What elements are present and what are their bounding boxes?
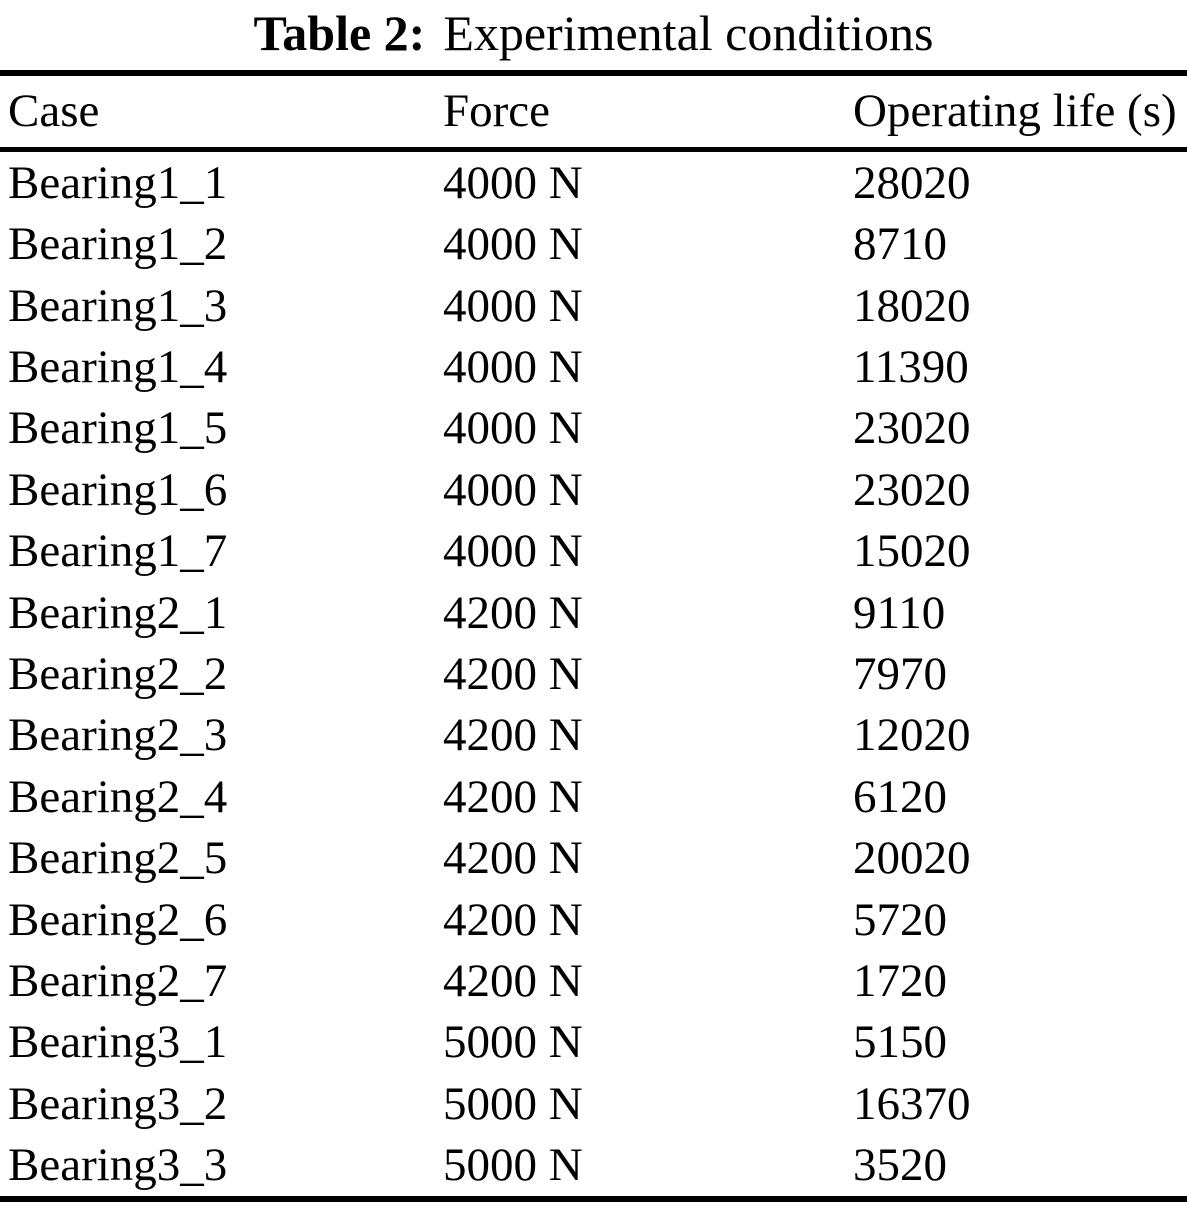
cell-life: 28020 — [853, 156, 971, 209]
table-row: Bearing1_1 4000 N 28020 — [0, 152, 1187, 213]
cell-life: 12020 — [853, 709, 971, 762]
cell-force: 4200 N — [443, 647, 583, 700]
cell-force: 4200 N — [443, 586, 583, 639]
table-caption-label: Table 2: — [253, 5, 426, 61]
table-row: Bearing1_7 4000 N 15020 — [0, 520, 1187, 581]
cell-life: 15020 — [853, 525, 971, 578]
table-caption-text: Experimental conditions — [443, 5, 934, 61]
cell-case: Bearing2_1 — [8, 586, 228, 639]
cell-force: 4200 N — [443, 770, 583, 823]
cell-case: Bearing2_5 — [8, 832, 228, 885]
table-caption: Table 2: Experimental conditions — [0, 2, 1187, 64]
column-header-case: Case — [8, 85, 100, 137]
cell-case: Bearing3_1 — [8, 1016, 228, 1069]
table-row: Bearing2_5 4200 N 20020 — [0, 827, 1187, 888]
table-row: Bearing2_6 4200 N 5720 — [0, 889, 1187, 950]
cell-life: 7970 — [853, 647, 947, 700]
table-row: Bearing2_3 4200 N 12020 — [0, 705, 1187, 766]
cell-force: 5000 N — [443, 1139, 583, 1192]
cell-case: Bearing2_7 — [8, 954, 228, 1007]
table-row: Bearing2_4 4200 N 6120 — [0, 766, 1187, 827]
table-row: Bearing3_1 5000 N 5150 — [0, 1012, 1187, 1073]
table-row: Bearing1_6 4000 N 23020 — [0, 459, 1187, 520]
table-header-row: Case Force Operating life (s) — [0, 76, 1187, 147]
cell-case: Bearing2_4 — [8, 770, 228, 823]
cell-case: Bearing1_2 — [8, 218, 228, 271]
cell-case: Bearing1_7 — [8, 525, 228, 578]
cell-force: 5000 N — [443, 1016, 583, 1069]
cell-force: 4000 N — [443, 525, 583, 578]
cell-force: 4000 N — [443, 402, 583, 455]
table-row: Bearing1_3 4000 N 18020 — [0, 275, 1187, 336]
column-header-force: Force — [443, 85, 551, 137]
cell-force: 4200 N — [443, 832, 583, 885]
cell-force: 4000 N — [443, 156, 583, 209]
cell-life: 23020 — [853, 463, 971, 516]
cell-force: 4000 N — [443, 340, 583, 393]
table-body: Bearing1_1 4000 N 28020 Bearing1_2 4000 … — [0, 152, 1187, 1196]
cell-case: Bearing1_4 — [8, 340, 228, 393]
table-row: Bearing1_4 4000 N 11390 — [0, 336, 1187, 397]
cell-life: 6120 — [853, 770, 947, 823]
table-row: Bearing3_2 5000 N 16370 — [0, 1073, 1187, 1134]
cell-case: Bearing2_2 — [8, 647, 228, 700]
cell-force: 4000 N — [443, 279, 583, 332]
cell-case: Bearing2_3 — [8, 709, 228, 762]
cell-case: Bearing1_3 — [8, 279, 228, 332]
cell-life: 5150 — [853, 1016, 947, 1069]
table-row: Bearing2_7 4200 N 1720 — [0, 950, 1187, 1011]
cell-case: Bearing1_1 — [8, 156, 228, 209]
table-top-rule — [0, 70, 1187, 76]
cell-case: Bearing3_3 — [8, 1139, 228, 1192]
cell-case: Bearing3_2 — [8, 1077, 228, 1130]
table-row: Bearing3_3 5000 N 3520 — [0, 1135, 1187, 1196]
table-bottom-rule — [0, 1196, 1187, 1202]
cell-case: Bearing2_6 — [8, 893, 228, 946]
cell-force: 4000 N — [443, 463, 583, 516]
cell-force: 4200 N — [443, 893, 583, 946]
table-row: Bearing1_2 4000 N 8710 — [0, 213, 1187, 274]
cell-force: 4200 N — [443, 709, 583, 762]
cell-life: 5720 — [853, 893, 947, 946]
cell-case: Bearing1_5 — [8, 402, 228, 455]
cell-life: 18020 — [853, 279, 971, 332]
cell-force: 4200 N — [443, 954, 583, 1007]
table-row: Bearing2_2 4200 N 7970 — [0, 643, 1187, 704]
table-row: Bearing2_1 4200 N 9110 — [0, 582, 1187, 643]
cell-life: 9110 — [853, 586, 946, 639]
cell-life: 16370 — [853, 1077, 971, 1130]
cell-life: 20020 — [853, 832, 971, 885]
table-header-rule — [0, 147, 1187, 152]
cell-life: 1720 — [853, 954, 947, 1007]
cell-life: 8710 — [853, 218, 947, 271]
cell-life: 23020 — [853, 402, 971, 455]
cell-life: 11390 — [853, 340, 969, 393]
cell-force: 4000 N — [443, 218, 583, 271]
cell-force: 5000 N — [443, 1077, 583, 1130]
column-header-operating-life: Operating life (s) — [853, 85, 1177, 137]
cell-case: Bearing1_6 — [8, 463, 228, 516]
table-row: Bearing1_5 4000 N 23020 — [0, 398, 1187, 459]
cell-life: 3520 — [853, 1139, 947, 1192]
